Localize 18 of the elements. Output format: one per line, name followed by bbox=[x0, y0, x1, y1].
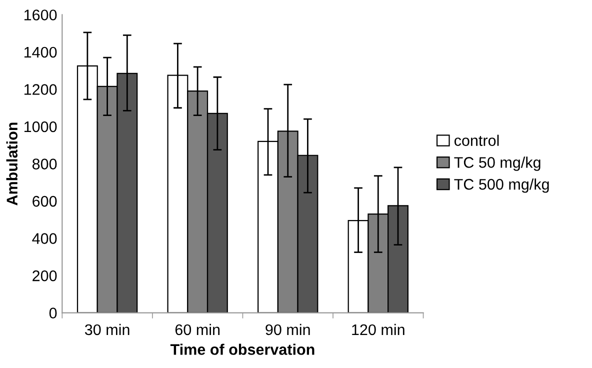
x-axis-title: Time of observation bbox=[170, 344, 314, 355]
x-tick-label: 90 min bbox=[266, 324, 310, 336]
legend-label: TC 50 mg/kg bbox=[454, 156, 540, 171]
y-tick-label: 1200 bbox=[24, 84, 57, 95]
y-tick-label: 1000 bbox=[24, 121, 57, 132]
y-tick-label: 1600 bbox=[24, 10, 57, 20]
y-tick-label: 400 bbox=[32, 233, 57, 244]
y-axis-title: Ambulation bbox=[6, 122, 18, 206]
y-tick-label: 800 bbox=[32, 158, 57, 170]
y-tick-label: 200 bbox=[32, 270, 57, 282]
y-tick-label: 0 bbox=[49, 308, 57, 318]
legend-label: TC 500 mg/kg bbox=[454, 178, 549, 193]
x-tick-label: 60 min bbox=[175, 324, 220, 336]
y-tick-label: 1400 bbox=[24, 46, 57, 58]
y-tick-label: 600 bbox=[32, 196, 57, 207]
x-tick-label: 30 min bbox=[84, 324, 130, 336]
x-tick-label: 120 min bbox=[352, 324, 404, 336]
legend-label: control bbox=[454, 134, 499, 146]
